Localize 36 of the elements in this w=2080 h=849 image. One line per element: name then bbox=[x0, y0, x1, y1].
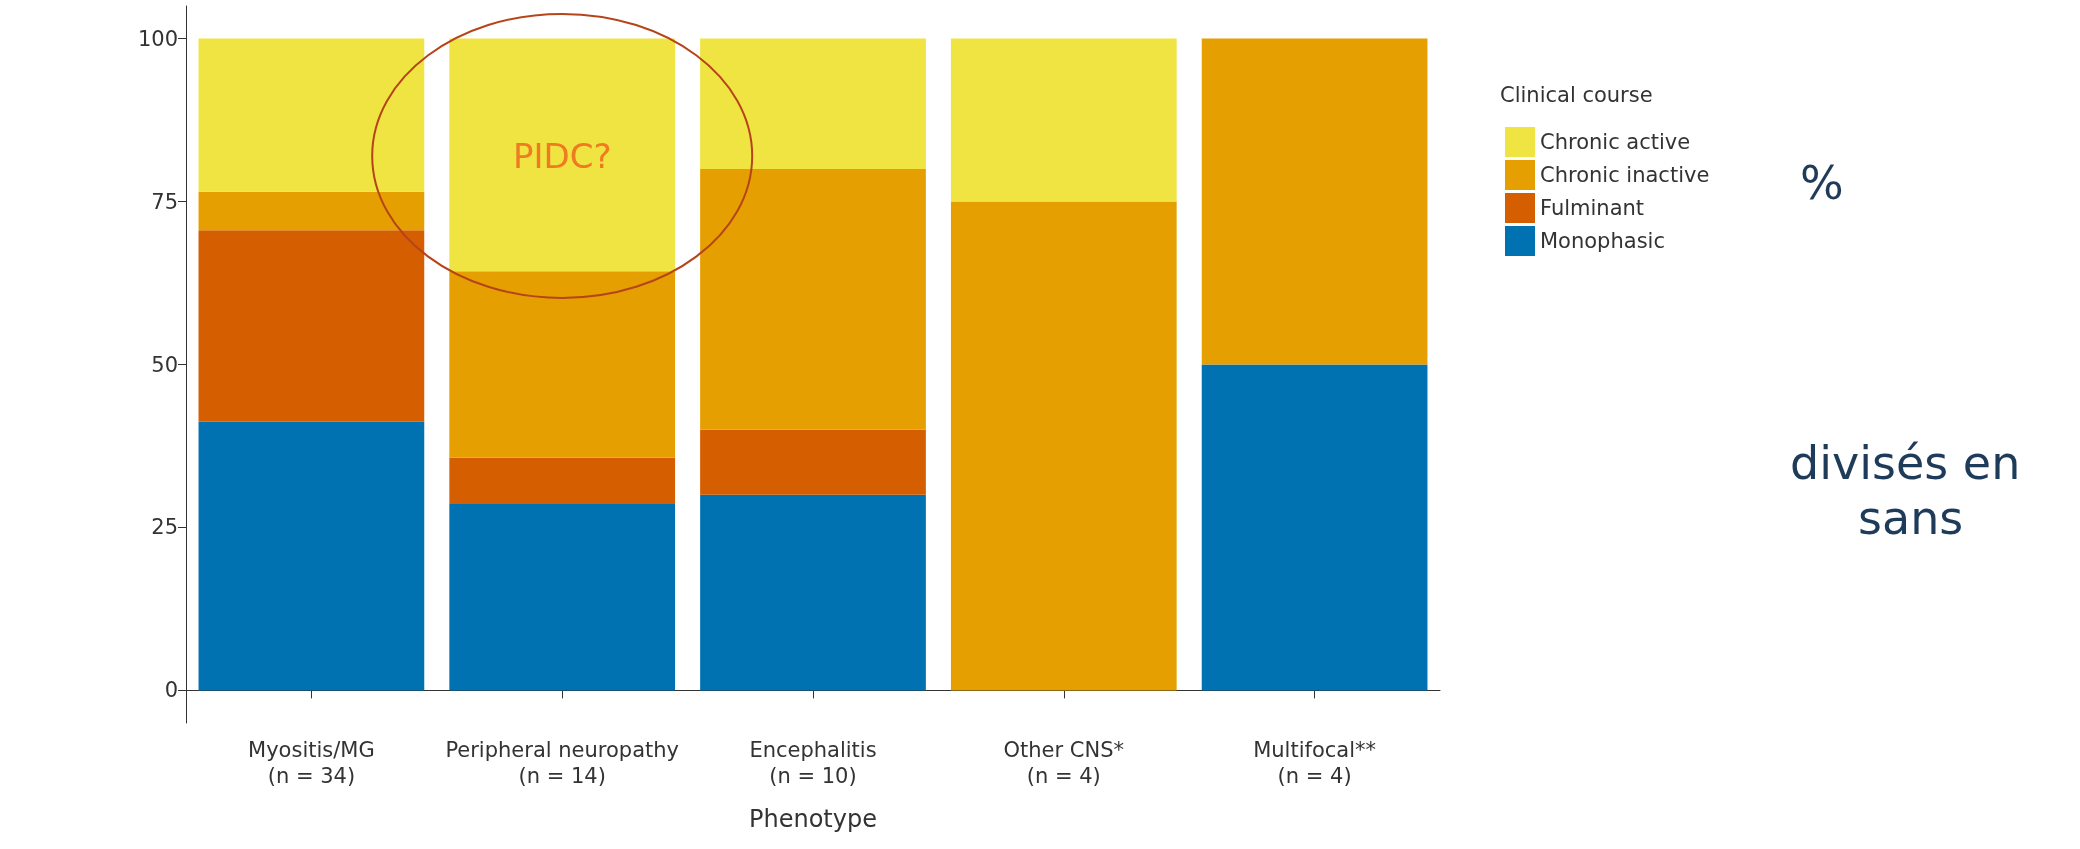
bar bbox=[700, 429, 926, 495]
bar bbox=[198, 38, 425, 192]
bar bbox=[1201, 38, 1428, 365]
bar bbox=[449, 271, 676, 458]
text: divisés en bbox=[1790, 436, 2021, 490]
x-tick-label: Multifocal** (n = 4) bbox=[1253, 738, 1377, 788]
y-tick-label: 25 bbox=[151, 515, 178, 540]
bar bbox=[198, 191, 425, 231]
x-axis-title: Phenotype bbox=[749, 805, 877, 833]
y-tick-label: 100 bbox=[137, 26, 178, 51]
legend-title: Clinical course bbox=[1500, 82, 1653, 107]
bar bbox=[950, 38, 1177, 202]
x-tick-label: Encephalitis (n = 10) bbox=[749, 738, 877, 788]
legend-label: Fulminant bbox=[1540, 196, 1645, 220]
text: % bbox=[1800, 156, 1844, 210]
x-tick-label: Peripheral neuropathy (n = 14) bbox=[445, 738, 679, 788]
bar bbox=[950, 201, 1177, 691]
legend-label: Monophasic bbox=[1540, 229, 1665, 253]
bar bbox=[449, 503, 676, 691]
bar bbox=[700, 168, 926, 430]
legend-label: Chronic active bbox=[1540, 130, 1691, 154]
y-tick-label: 50 bbox=[151, 352, 178, 377]
x-tick-label: Myositis/MG (n = 34) bbox=[248, 738, 375, 788]
bar bbox=[198, 421, 425, 691]
bar bbox=[700, 494, 926, 691]
bar bbox=[700, 38, 926, 169]
legend-label: Chronic inactive bbox=[1540, 163, 1710, 187]
bar bbox=[449, 38, 676, 272]
y-tick-label: 0 bbox=[164, 678, 178, 703]
bar bbox=[1201, 364, 1428, 691]
x-tick-label: Other CNS* (n = 4) bbox=[1003, 738, 1125, 788]
bar bbox=[198, 230, 425, 422]
annotation: PIDC? bbox=[512, 135, 612, 176]
y-tick-label: 75 bbox=[151, 189, 178, 214]
bar bbox=[449, 457, 676, 504]
text: sans bbox=[1858, 491, 1964, 545]
